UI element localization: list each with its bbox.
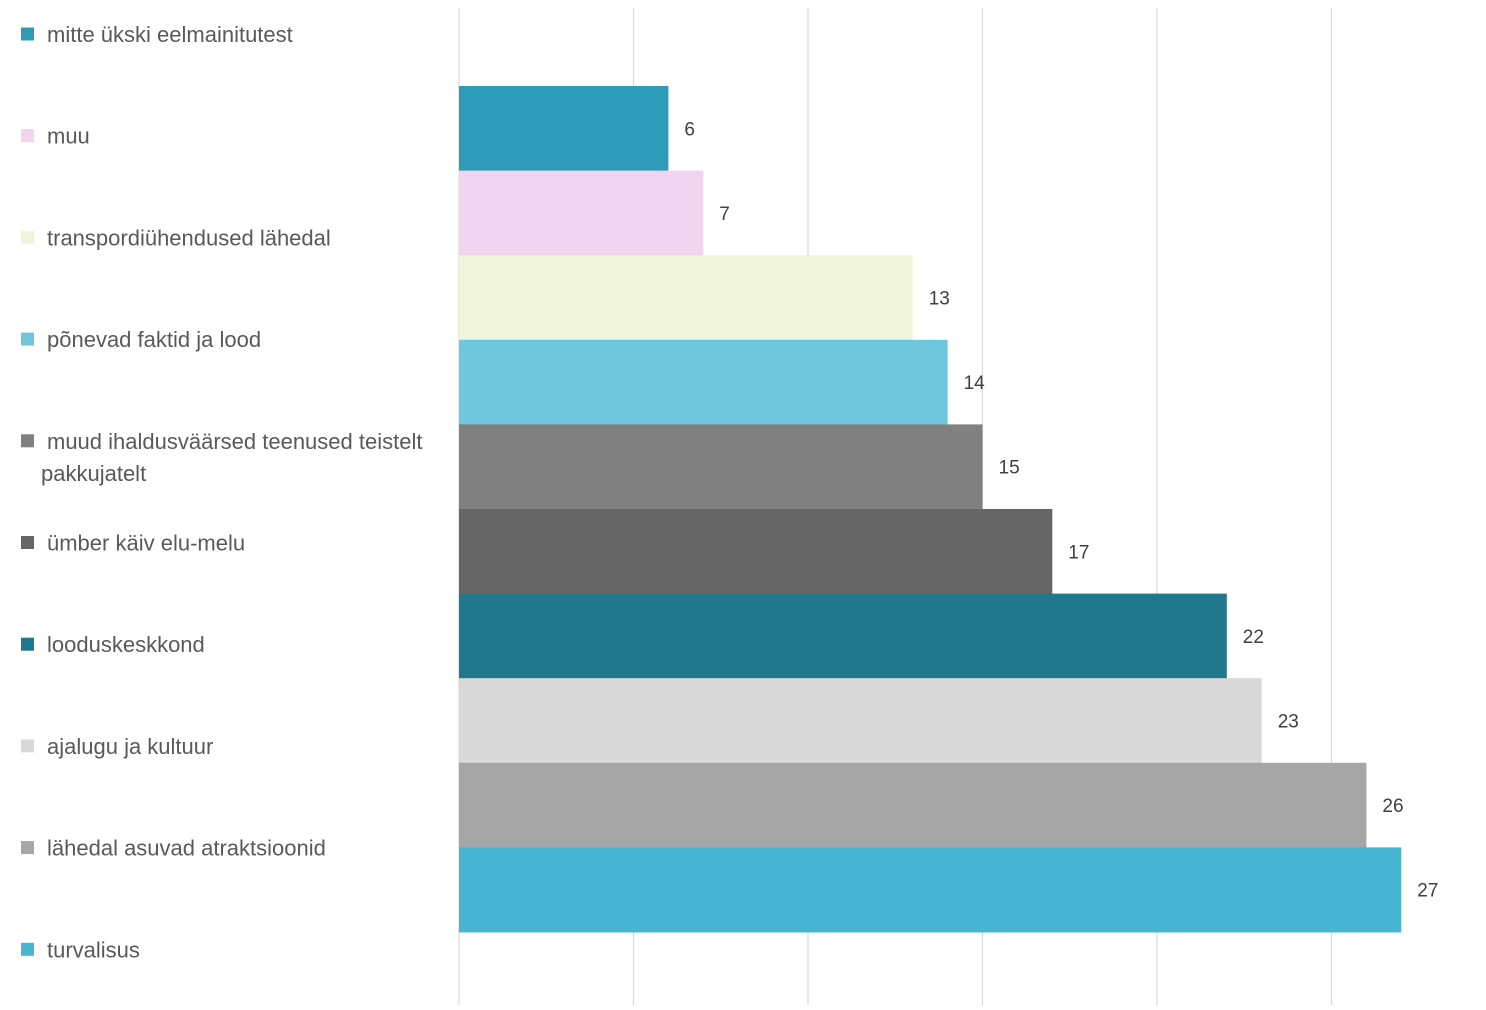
legend-swatch-1 (21, 129, 34, 143)
legend-item-4: muud ihaldusväärsed teenused teistelt pak… (21, 429, 422, 486)
legend-label-8: lähedal asuvad atraktsioonid (47, 836, 326, 861)
bar-4 (459, 424, 983, 510)
data-label-0: 6 (684, 119, 695, 140)
legend-swatch-9 (21, 942, 34, 956)
bar-7 (459, 678, 1262, 764)
legend-item-6: looduskeskkond (21, 632, 205, 657)
data-label-1: 7 (719, 204, 730, 225)
legend-swatch-3 (21, 332, 34, 346)
legend-swatch-7 (21, 739, 34, 753)
bar-5 (459, 509, 1053, 595)
bar-8 (459, 762, 1367, 848)
data-label-4: 15 (999, 458, 1020, 479)
legend-label-2: transpordiühendused lähedal (47, 225, 331, 250)
legend-item-8: lähedal asuvad atraktsioonid (21, 836, 326, 861)
legend-label-1: muu (47, 124, 90, 149)
data-label-3: 14 (964, 373, 986, 394)
legend: mitte ükski eelmainitutest muu transpordiü… (21, 22, 422, 962)
legend-label-4: muud ihaldusväärsed teenused teistelt pak… (41, 429, 422, 486)
legend-swatch-8 (21, 841, 34, 855)
data-label-6: 22 (1243, 627, 1264, 648)
bar-3 (459, 339, 948, 425)
data-labels: 6 7 13 14 15 17 22 23 26 27 (684, 119, 1438, 901)
bar-0 (459, 86, 669, 172)
bars (459, 86, 1402, 933)
data-label-5: 17 (1068, 542, 1089, 563)
bar-6 (459, 593, 1227, 679)
legend-label-3: põnevad faktid ja lood (47, 327, 261, 352)
legend-item-3: põnevad faktid ja lood (21, 327, 261, 352)
legend-swatch-6 (21, 637, 34, 651)
data-label-2: 13 (929, 289, 950, 310)
data-label-7: 23 (1278, 712, 1299, 733)
bar-1 (459, 170, 704, 256)
legend-label-0: mitte ükski eelmainitutest (47, 22, 293, 47)
legend-item-0: mitte ükski eelmainitutest (21, 22, 293, 47)
legend-item-9: turvalisus (21, 937, 140, 962)
legend-item-5: ümber käiv elu-melu (21, 531, 245, 556)
data-label-9: 27 (1417, 881, 1438, 902)
bar-2 (459, 255, 913, 341)
legend-swatch-2 (21, 230, 34, 244)
legend-swatch-4 (21, 434, 34, 448)
legend-label-7: ajalugu ja kultuur (47, 734, 213, 759)
data-label-8: 26 (1382, 796, 1403, 817)
legend-item-1: muu (21, 124, 90, 149)
legend-swatch-0 (21, 27, 34, 41)
legend-label-6: looduskeskkond (47, 632, 205, 657)
bar-9 (459, 847, 1402, 933)
legend-label-5: ümber käiv elu-melu (47, 531, 245, 556)
legend-swatch-5 (21, 536, 34, 549)
legend-item-7: ajalugu ja kultuur (21, 734, 213, 759)
legend-label-9: turvalisus (47, 937, 140, 962)
legend-item-2: transpordiühendused lähedal (21, 225, 331, 250)
